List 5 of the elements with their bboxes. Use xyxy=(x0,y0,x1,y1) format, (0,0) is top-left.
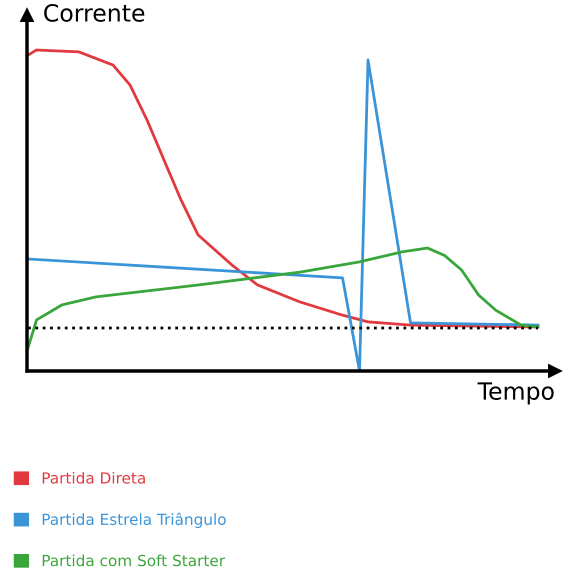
legend-label: Partida Estrela Triângulo xyxy=(42,512,226,528)
legend-label: Partida Direta xyxy=(42,472,145,484)
y-axis-title: Corrente xyxy=(44,4,144,22)
x-axis-title: Tempo xyxy=(478,382,554,405)
legend-label: Partida com Soft Starter xyxy=(42,554,226,566)
